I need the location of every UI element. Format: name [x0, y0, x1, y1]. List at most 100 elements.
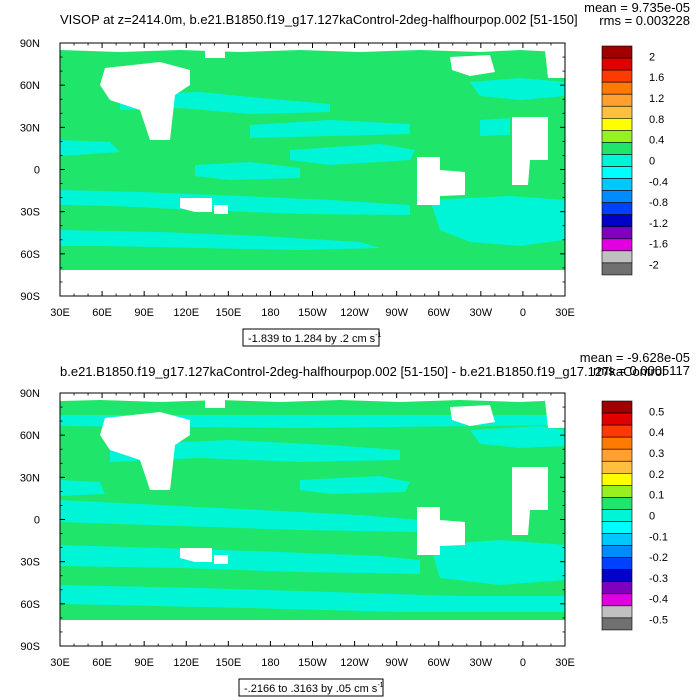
colorbar-swatch	[601, 605, 633, 619]
panel-1-title: VISOP at z=2414.0m, b.e21.B1850.f19_g17.…	[60, 12, 578, 27]
colorbar-label: -1.6	[649, 239, 668, 251]
panel-1-colorbar: 2 1.6 1.2 0.8 0.4 0 -0.4 -0.8 -1.2 -1.6 -2	[601, 45, 668, 276]
x-tick-label: 0	[520, 307, 526, 319]
colorbar-label: 0.5	[649, 406, 664, 418]
x-tick-label: 120W	[340, 307, 369, 319]
colorbar-swatch	[601, 69, 633, 83]
y-tick-label: 30N	[20, 472, 40, 484]
colorbar-swatch	[601, 238, 633, 252]
x-tick-label: 150E	[215, 307, 241, 319]
colorbar-label: 0.1	[649, 490, 664, 502]
colorbar-swatch	[601, 262, 633, 276]
colorbar-label: 0.4	[649, 427, 664, 439]
colorbar-label: -0.1	[649, 531, 668, 543]
x-tick-label: 60W	[427, 657, 450, 669]
y-tick-label: 30S	[20, 557, 40, 569]
y-tick-label: 60N	[20, 430, 40, 442]
y-tick-label: 30S	[20, 207, 40, 219]
y-tick-label: 0	[34, 515, 40, 527]
colorbar-swatch	[601, 485, 633, 498]
colorbar-swatch	[601, 448, 633, 462]
x-tick-label: 30W	[470, 307, 493, 319]
panel-1-axes: 30E 60E 90E 120E 150E 180 150W 120W 90W 60W 30W 0 30…	[20, 38, 575, 319]
x-tick-label: 30W	[470, 657, 493, 669]
colorbar-label: -0.3	[649, 573, 668, 585]
x-tick-label: 30E	[50, 657, 70, 669]
y-tick-label: 0	[34, 165, 40, 177]
panel-1-range-box	[242, 328, 380, 347]
colorbar-label: 2	[649, 51, 655, 63]
panel-1-field	[60, 43, 565, 296]
colorbar-swatch	[601, 424, 633, 438]
y-tick-label: 90S	[20, 291, 40, 303]
colorbar-swatch	[601, 178, 633, 191]
panel-2-range-box	[238, 678, 384, 697]
colorbar-label: -0.8	[649, 197, 668, 209]
colorbar-swatch	[601, 154, 633, 167]
panel-2-colorbar: 0.5 0.4 0.3 0.2 0.1 0 -0.1 -0.2 -0.3 -0.4 -0.5	[601, 400, 668, 631]
x-tick-label: 120E	[173, 657, 199, 669]
panel-2-field	[60, 393, 565, 646]
colorbar-swatch	[601, 545, 633, 558]
x-tick-label: 30E	[555, 307, 575, 319]
colorbar-swatch	[601, 45, 633, 59]
panel-2-title: b.e21.B1850.f19_g17.127kaControl-2deg-ha…	[60, 364, 665, 379]
colorbar-label: 1.2	[649, 93, 664, 105]
colorbar-swatch	[601, 593, 633, 607]
x-tick-label: 30E	[50, 307, 70, 319]
panel-1: VISOP at z=2414.0m, b.e21.B1850.f19_g17.…	[20, 0, 690, 347]
panel-1-alt-bands	[60, 78, 565, 250]
colorbar-swatch	[601, 533, 633, 546]
colorbar-label: -1.2	[649, 218, 668, 230]
colorbar-swatch	[601, 521, 633, 534]
y-tick-label: 60S	[20, 249, 40, 261]
panel-2-range-label: -.2166 to .3163 by .05 cm s-1	[244, 682, 384, 695]
x-tick-label: 120E	[173, 307, 199, 319]
colorbar-label: 0	[649, 510, 655, 522]
y-tick-label: 90N	[20, 38, 40, 50]
colorbar-label: -0.4	[649, 594, 668, 606]
panel-2-axes: 30E 60E 90E 120E 150E 180 150W 120W 90W 60W 30W 0 30…	[20, 388, 575, 669]
colorbar-swatch	[601, 617, 633, 631]
colorbar-swatch	[601, 93, 633, 107]
colorbar-swatch	[601, 250, 633, 264]
colorbar-swatch	[601, 202, 633, 215]
colorbar-label: 0.3	[649, 448, 664, 460]
x-tick-label: 180	[261, 307, 279, 319]
panel-2-alt-bands	[60, 415, 565, 612]
colorbar-label: -0.4	[649, 176, 668, 188]
colorbar-swatch	[601, 497, 633, 510]
colorbar-swatch	[601, 142, 633, 155]
colorbar-label: 0.4	[649, 135, 664, 147]
x-tick-label: 30E	[555, 657, 575, 669]
x-tick-label: 90E	[134, 307, 154, 319]
colorbar-label: -0.5	[649, 615, 668, 627]
x-tick-label: 150W	[298, 307, 327, 319]
x-tick-label: 150W	[298, 657, 327, 669]
colorbar-swatch	[601, 57, 633, 71]
colorbar-swatch	[601, 557, 633, 571]
x-tick-label: 0	[520, 657, 526, 669]
colorbar-swatch	[601, 190, 633, 203]
x-tick-label: 180	[261, 657, 279, 669]
colorbar-label: 0.8	[649, 114, 664, 126]
colorbar-swatch	[601, 400, 633, 414]
colorbar-swatch	[601, 509, 633, 522]
colorbar-swatch	[601, 105, 633, 119]
colorbar-label: 0.2	[649, 469, 664, 481]
colorbar-swatch	[601, 460, 633, 474]
x-tick-label: 60E	[92, 657, 112, 669]
colorbar-swatch	[601, 412, 633, 426]
y-tick-label: 60N	[20, 80, 40, 92]
colorbar-swatch	[601, 118, 633, 131]
panel-1-mean: mean = 9.735e-05	[584, 0, 690, 15]
y-tick-label: 90N	[20, 388, 40, 400]
x-tick-label: 90E	[134, 657, 154, 669]
x-tick-label: 90W	[385, 657, 408, 669]
y-tick-label: 30N	[20, 122, 40, 134]
x-tick-label: 90W	[385, 307, 408, 319]
colorbar-swatch	[601, 81, 633, 95]
colorbar-swatch	[601, 226, 633, 240]
panel-2-mean: mean = -9.628e-05	[580, 350, 690, 365]
